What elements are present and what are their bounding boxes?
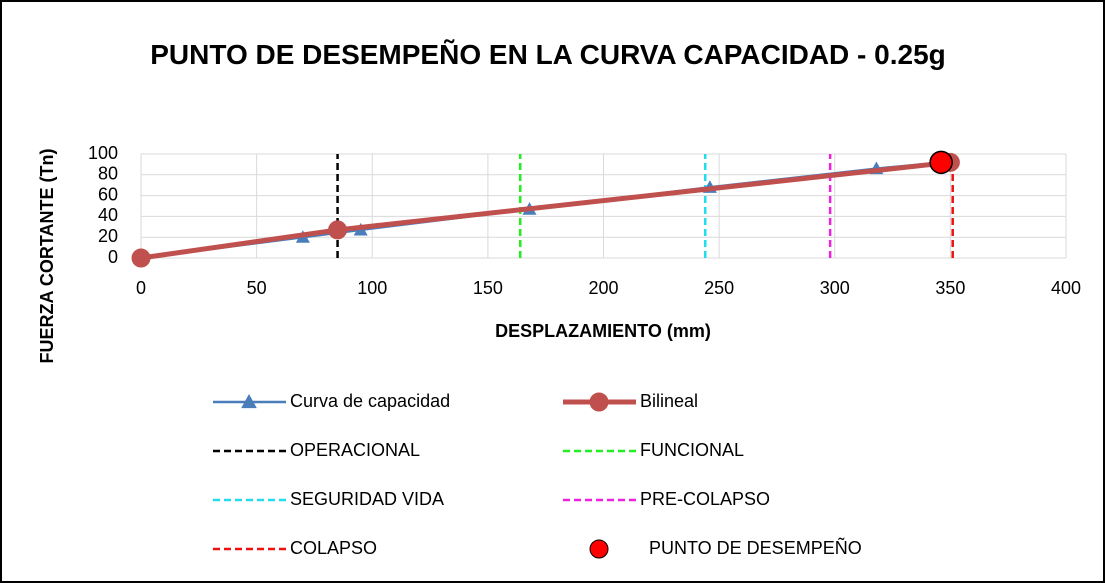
legend-marker (589, 392, 609, 412)
legend-marker (241, 393, 257, 409)
data-point (929, 150, 953, 175)
y-tick-label: 20 (98, 226, 118, 246)
data-point (328, 220, 348, 240)
legend-label: PRE-COLAPSO (640, 489, 770, 509)
x-tick-label: 200 (588, 278, 618, 298)
y-tick-label: 60 (98, 184, 118, 204)
y-tick-label: 100 (88, 143, 118, 163)
y-tick-label: 40 (98, 205, 118, 225)
x-tick-label: 0 (136, 278, 146, 298)
legend-label: FUNCIONAL (640, 440, 744, 460)
x-tick-label: 250 (704, 278, 734, 298)
legend-label: PUNTO DE DESEMPEÑO (649, 537, 862, 558)
x-tick-label: 150 (473, 278, 503, 298)
legend-label: SEGURIDAD VIDA (290, 489, 444, 509)
x-tick-label: 50 (247, 278, 267, 298)
x-axis-title: DESPLAZAMIENTO (mm) (495, 321, 711, 341)
data-point (131, 248, 151, 268)
chart-title: PUNTO DE DESEMPEÑO EN LA CURVA CAPACIDAD… (150, 39, 946, 70)
x-tick-label: 100 (357, 278, 387, 298)
x-tick-label: 400 (1051, 278, 1081, 298)
y-tick-label: 0 (108, 247, 118, 267)
legend-label: OPERACIONAL (290, 440, 420, 460)
y-tick-label: 80 (98, 164, 118, 184)
legend-label: Curva de capacidad (290, 391, 450, 411)
x-tick-label: 300 (820, 278, 850, 298)
y-axis-title: FUERZA CORTANTE (Tn) (37, 149, 57, 364)
x-tick-label: 350 (935, 278, 965, 298)
legend-marker (589, 539, 609, 559)
legend-label: COLAPSO (290, 538, 377, 558)
legend-label: Bilineal (640, 391, 698, 411)
